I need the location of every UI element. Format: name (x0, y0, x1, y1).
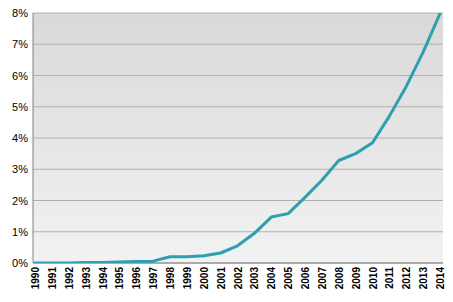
x-tick-label: 1993 (81, 267, 92, 290)
x-tick-label: 1999 (182, 267, 193, 290)
grid-line (33, 44, 443, 45)
x-tick-label: 2003 (249, 267, 260, 290)
y-tick-label: 7% (12, 38, 28, 50)
x-tick-label: 2008 (334, 267, 345, 290)
x-tick-label: 1992 (64, 267, 75, 290)
x-tick-label: 1994 (98, 267, 109, 290)
x-tick-label: 2000 (199, 267, 210, 290)
line (35, 14, 440, 263)
grid-line (33, 231, 443, 232)
page: {"chart_data": {"type": "line", "categor… (0, 0, 453, 302)
y-tick-label: 5% (12, 101, 28, 113)
x-tick-label: 1996 (131, 267, 142, 290)
x-tick-label: 2012 (401, 267, 412, 290)
x-tick-label: 2013 (418, 267, 429, 290)
x-tick-label: 1991 (47, 267, 58, 290)
series-group (35, 14, 440, 263)
grid-line (33, 75, 443, 76)
y-tick-label: 8% (12, 7, 28, 19)
x-tick-label: 2010 (368, 267, 379, 290)
y-tick-label: 3% (12, 163, 28, 175)
x-tick-label: 1997 (148, 267, 159, 290)
x-tick-label: 1998 (165, 267, 176, 290)
x-tick-label: 2011 (384, 267, 395, 289)
x-tick-label: 2009 (351, 267, 362, 290)
y-tick-label: 6% (12, 70, 28, 82)
x-tick-label: 2014 (435, 267, 446, 290)
x-tick-label: 2007 (317, 267, 328, 290)
grid-line (33, 169, 443, 170)
y-tick-label: 4% (12, 132, 28, 144)
x-tick-label: 2005 (283, 267, 294, 290)
plot-area (33, 13, 443, 263)
x-tick-label: 1995 (114, 267, 125, 290)
grid-line (33, 106, 443, 107)
y-tick-label: 0% (12, 257, 28, 269)
x-tick-label: 2002 (233, 267, 244, 290)
grid-line (33, 13, 443, 14)
x-tick-label: 1990 (30, 267, 41, 290)
x-tick-label: 2004 (266, 267, 277, 290)
chart: 0% 1% 2% 3% 4% 5% 6% 7% 8% 1990 1991 1992 1993 1994 19… (0, 0, 453, 302)
y-tick-label: 2% (12, 195, 28, 207)
x-tick-label: 2006 (300, 267, 311, 290)
x-tick-label: 2001 (216, 267, 227, 290)
grid-line (33, 200, 443, 201)
y-tick-label: 1% (12, 226, 28, 238)
y-axis (33, 13, 34, 263)
grid-line (33, 138, 443, 139)
